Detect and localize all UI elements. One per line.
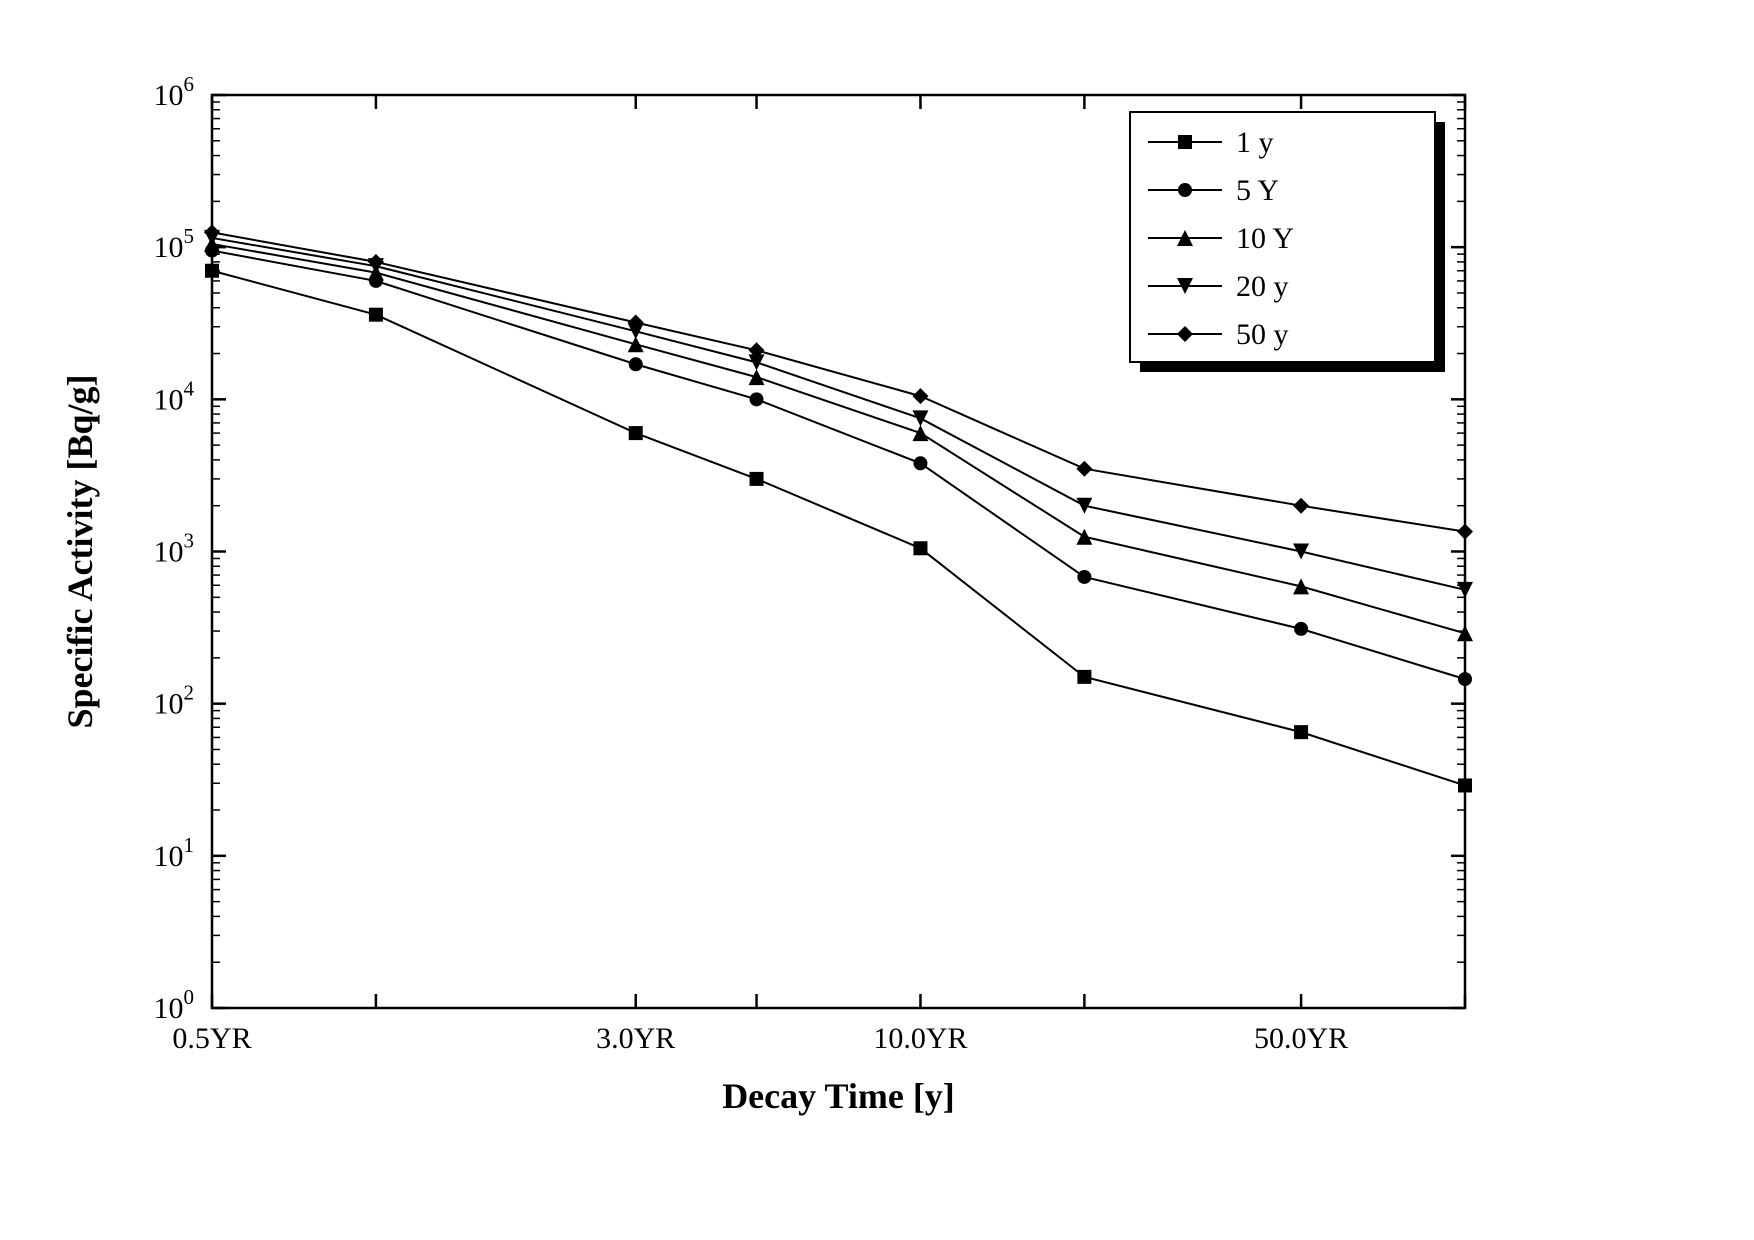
x-tick-label: 0.5YR <box>172 1022 251 1055</box>
chart-svg: 0.5YR3.0YR10.0YR50.0YR100101102103104105… <box>0 0 1754 1240</box>
x-axis-label: Decay Time [y] <box>722 1076 955 1116</box>
legend-label: 1 y <box>1236 126 1274 159</box>
legend-label: 10 Y <box>1236 222 1294 255</box>
y-axis-label: Specific Activity [Bq/g] <box>60 375 100 729</box>
legend-label: 50 y <box>1236 318 1289 351</box>
legend-label: 20 y <box>1236 270 1289 303</box>
legend-label: 5 Y <box>1236 174 1279 207</box>
chart-container: 0.5YR3.0YR10.0YR50.0YR100101102103104105… <box>0 0 1754 1240</box>
x-tick-label: 50.0YR <box>1254 1022 1348 1055</box>
x-tick-label: 3.0YR <box>596 1022 675 1055</box>
x-tick-label: 10.0YR <box>873 1022 967 1055</box>
